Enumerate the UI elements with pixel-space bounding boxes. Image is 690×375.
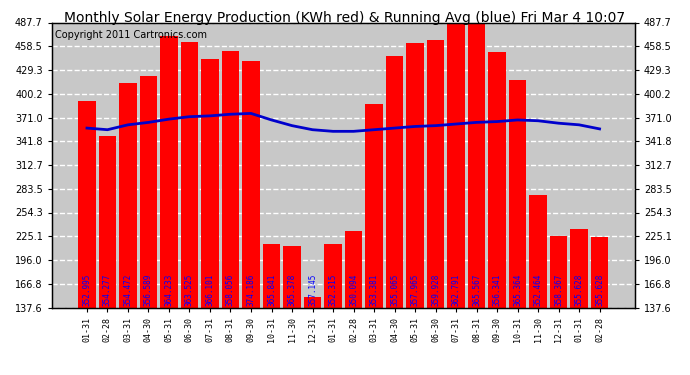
Bar [284, 246, 301, 375]
Bar [140, 76, 157, 375]
Bar [529, 195, 546, 375]
Bar [201, 59, 219, 375]
Text: 356.589: 356.589 [144, 273, 153, 306]
Text: 355.065: 355.065 [390, 273, 399, 306]
Text: 352.464: 352.464 [533, 273, 542, 306]
Text: 357.965: 357.965 [411, 273, 420, 306]
Text: 365.378: 365.378 [288, 273, 297, 306]
Text: Monthly Solar Energy Production (KWh red) & Running Avg (blue) Fri Mar 4 10:07: Monthly Solar Energy Production (KWh red… [64, 11, 626, 25]
Text: 355.628: 355.628 [575, 273, 584, 306]
Text: 354.277: 354.277 [103, 273, 112, 306]
Bar [386, 56, 403, 375]
Bar [345, 231, 362, 375]
Bar [427, 40, 444, 375]
Text: 354.472: 354.472 [124, 273, 132, 306]
Text: 363.525: 363.525 [185, 273, 194, 306]
Bar [181, 42, 198, 375]
Bar [221, 51, 239, 375]
Text: 359.928: 359.928 [431, 273, 440, 306]
Text: 364.233: 364.233 [164, 273, 173, 306]
Bar [447, 22, 465, 375]
Bar [119, 83, 137, 375]
Text: 352.315: 352.315 [328, 273, 337, 306]
Bar [365, 104, 383, 375]
Text: 356.341: 356.341 [493, 273, 502, 306]
Text: 350.094: 350.094 [349, 273, 358, 306]
Bar [591, 237, 609, 375]
Bar [550, 236, 567, 375]
Text: 365.364: 365.364 [513, 273, 522, 306]
Text: 357.145: 357.145 [308, 273, 317, 306]
Text: Copyright 2011 Cartronics.com: Copyright 2011 Cartronics.com [55, 30, 207, 40]
Text: 358.367: 358.367 [554, 273, 563, 306]
Bar [78, 101, 96, 375]
Text: 365.567: 365.567 [472, 273, 481, 306]
Bar [489, 51, 506, 375]
Bar [99, 136, 116, 375]
Text: 374.186: 374.186 [246, 273, 255, 306]
Bar [509, 80, 526, 375]
Bar [304, 297, 322, 375]
Text: 355.628: 355.628 [595, 273, 604, 306]
Bar [324, 244, 342, 375]
Text: 365.841: 365.841 [267, 273, 276, 306]
Bar [242, 60, 259, 375]
Bar [571, 229, 588, 375]
Bar [160, 36, 178, 375]
Bar [468, 22, 485, 375]
Bar [406, 44, 424, 375]
Text: 358.056: 358.056 [226, 273, 235, 306]
Text: 362.791: 362.791 [451, 273, 460, 306]
Bar [263, 244, 280, 375]
Text: 366.101: 366.101 [206, 273, 215, 306]
Text: 353.381: 353.381 [370, 273, 379, 306]
Text: 352.995: 352.995 [83, 273, 92, 306]
